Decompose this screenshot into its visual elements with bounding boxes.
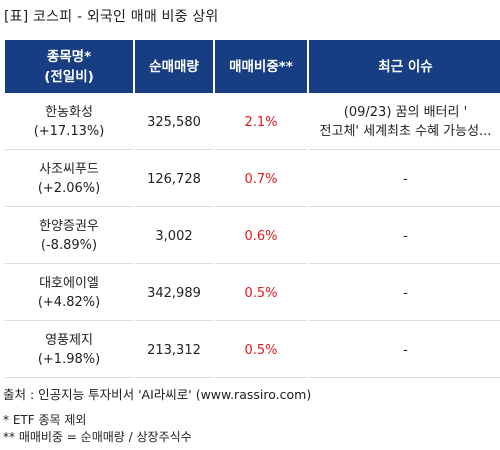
recent-issue: - xyxy=(309,266,500,321)
table-title: [표] 코스피 - 외국인 매매 비중 상위 xyxy=(4,9,219,25)
trade-ratio: 0.5% xyxy=(215,266,307,321)
net-volume: 325,580 xyxy=(135,95,213,150)
header-name-line1: 종목명* xyxy=(46,48,92,65)
net-volume: 3,002 xyxy=(135,209,213,264)
stock-name: 사조씨푸드 xyxy=(39,162,99,177)
header-name: 종목명* (전일비) xyxy=(5,40,133,93)
table-row: 한양증권우 (-8.89%) 3,002 0.6% - xyxy=(5,209,500,264)
stock-name-cell: 대호에이엘 (+4.82%) xyxy=(5,266,133,321)
stock-name-cell: 사조씨푸드 (+2.06%) xyxy=(5,152,133,207)
stock-change: (+17.13%) xyxy=(33,124,105,139)
trade-ratio: 0.5% xyxy=(215,323,307,378)
header-row: 종목명* (전일비) 순매매량 매매비중** 최근 이슈 xyxy=(5,40,500,93)
trade-ratio: 2.1% xyxy=(215,95,307,150)
net-volume: 126,728 xyxy=(135,152,213,207)
table-row: 영풍제지 (+1.98%) 213,312 0.5% - xyxy=(5,323,500,378)
trade-ratio: 0.6% xyxy=(215,209,307,264)
stock-name-cell: 한농화성 (+17.13%) xyxy=(5,95,133,150)
trade-ratio: 0.7% xyxy=(215,152,307,207)
recent-issue: (09/23) 꿈의 배터리 ' 전고체' 세계최초 수혜 가능성... xyxy=(309,95,500,150)
net-volume: 342,989 xyxy=(135,266,213,321)
stock-name: 대호에이엘 xyxy=(39,276,99,291)
issue-line2: 전고체' 세계최초 수혜 가능성... xyxy=(319,124,492,139)
recent-issue: - xyxy=(309,323,500,378)
recent-issue: - xyxy=(309,152,500,207)
source-note: 출처 : 인공지능 투자비서 'AI라씨로' (www.rassiro.com) xyxy=(3,387,312,402)
stock-name-cell: 영풍제지 (+1.98%) xyxy=(5,323,133,378)
footnote-etf: * ETF 종목 제외 xyxy=(3,413,87,427)
stock-name: 영풍제지 xyxy=(45,333,93,348)
table-row: 사조씨푸드 (+2.06%) 126,728 0.7% - xyxy=(5,152,500,207)
header-name-line2: (전일비) xyxy=(44,68,94,85)
stock-name: 한양증권우 xyxy=(39,219,99,234)
foreign-trading-table: 종목명* (전일비) 순매매량 매매비중** 최근 이슈 한농화성 (+17.1… xyxy=(3,38,500,380)
header-issue: 최근 이슈 xyxy=(309,40,500,93)
stock-change: (+4.82%) xyxy=(37,295,101,310)
header-volume: 순매매량 xyxy=(135,40,213,93)
table-row: 대호에이엘 (+4.82%) 342,989 0.5% - xyxy=(5,266,500,321)
stock-change: (+2.06%) xyxy=(37,181,101,196)
header-ratio: 매매비중** xyxy=(215,40,307,93)
issue-line1: (09/23) 꿈의 배터리 ' xyxy=(343,105,468,120)
recent-issue: - xyxy=(309,209,500,264)
stock-change: (-8.89%) xyxy=(40,238,98,253)
stock-name: 한농화성 xyxy=(45,105,93,120)
footnote-ratio: ** 매매비중 = 순매매량 / 상장주식수 xyxy=(3,430,192,444)
net-volume: 213,312 xyxy=(135,323,213,378)
stock-change: (+1.98%) xyxy=(37,352,101,367)
stock-name-cell: 한양증권우 (-8.89%) xyxy=(5,209,133,264)
table-row: 한농화성 (+17.13%) 325,580 2.1% (09/23) 꿈의 배… xyxy=(5,95,500,150)
